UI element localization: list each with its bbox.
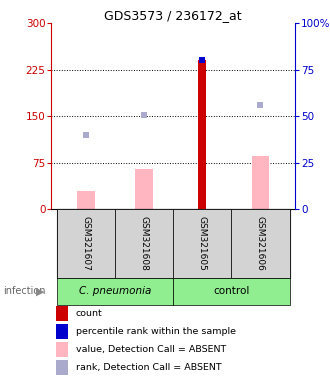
Bar xyxy=(56,306,68,321)
Text: control: control xyxy=(213,286,249,296)
Bar xyxy=(57,278,173,305)
Point xyxy=(83,132,89,138)
Bar xyxy=(135,169,153,209)
Text: GSM321605: GSM321605 xyxy=(198,216,207,271)
Text: rank, Detection Call = ABSENT: rank, Detection Call = ABSENT xyxy=(76,363,221,372)
Text: infection: infection xyxy=(3,286,46,296)
Point xyxy=(200,57,205,63)
Bar xyxy=(231,209,289,278)
Bar xyxy=(56,342,68,357)
Text: C. pneumonia: C. pneumonia xyxy=(79,286,151,296)
Bar xyxy=(173,278,289,305)
Bar xyxy=(115,209,173,278)
Text: count: count xyxy=(76,309,102,318)
Title: GDS3573 / 236172_at: GDS3573 / 236172_at xyxy=(104,9,242,22)
Bar xyxy=(77,190,95,209)
Bar xyxy=(252,156,269,209)
Bar xyxy=(56,324,68,339)
Text: percentile rank within the sample: percentile rank within the sample xyxy=(76,327,236,336)
Point xyxy=(258,102,263,108)
Text: GSM321608: GSM321608 xyxy=(140,216,149,271)
Text: value, Detection Call = ABSENT: value, Detection Call = ABSENT xyxy=(76,345,226,354)
Bar xyxy=(198,60,206,209)
Bar xyxy=(173,209,231,278)
Text: ▶: ▶ xyxy=(36,286,45,296)
Point xyxy=(142,112,147,118)
Text: GSM321606: GSM321606 xyxy=(256,216,265,271)
Bar xyxy=(56,360,68,375)
Bar xyxy=(57,209,115,278)
Text: GSM321607: GSM321607 xyxy=(82,216,90,271)
